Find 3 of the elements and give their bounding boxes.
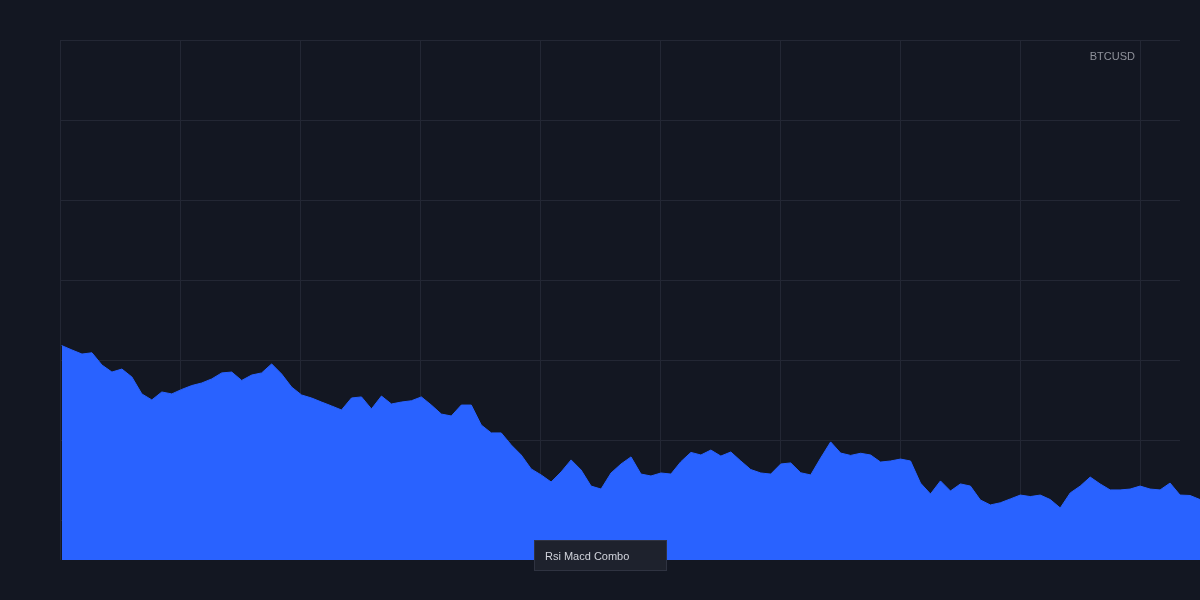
label-box: Rsi Macd Combo bbox=[534, 540, 667, 571]
annotation: Rsi Macd Combo bbox=[545, 549, 630, 562]
chart-title: BTCUSD bbox=[1089, 49, 1136, 62]
